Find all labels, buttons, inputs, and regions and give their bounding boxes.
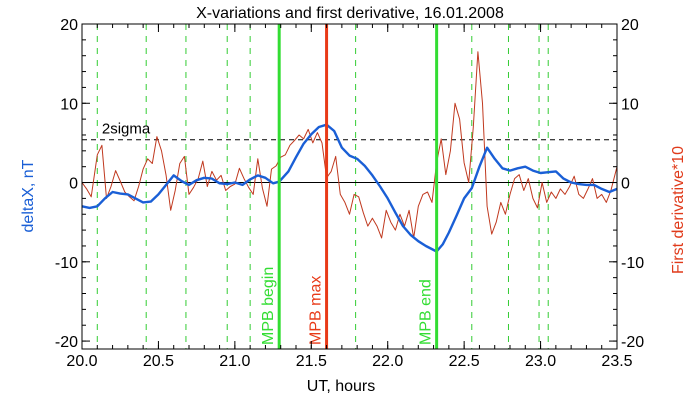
x-tick-label-1: 20.5: [143, 353, 174, 370]
y-tick-label-left-4: -20: [55, 334, 78, 351]
x-axis-label: UT, hours: [307, 378, 375, 395]
marker-label-mpb-begin: MPB begin: [260, 267, 277, 345]
x-tick-label-4: 22.0: [372, 353, 403, 370]
x-tick-label-5: 22.5: [449, 353, 480, 370]
sigma-label: 2sigma: [102, 121, 151, 138]
x-tick-label-3: 21.5: [296, 353, 327, 370]
x-tick-label-7: 23.5: [601, 353, 632, 370]
y-tick-label-right-4: -20: [621, 334, 644, 351]
plot-frame: [81, 23, 618, 350]
marker-label-mpb-end: MPB end: [418, 279, 435, 345]
series-derivative-line: [81, 51, 618, 239]
series-deltax-line: [81, 123, 618, 253]
marker-label-mpb-max: MPB max: [308, 276, 325, 345]
y-tick-label-left-3: -10: [55, 255, 78, 272]
y-tick-label-right-0: 20: [621, 17, 639, 34]
x-tick-label-2: 21.0: [219, 353, 250, 370]
x-tick-label-6: 23.0: [525, 353, 556, 370]
x-axis-ticks: 20.0 20.5 21.0 21.5 22.0 22.5 23.0 23.5: [66, 24, 633, 370]
chart-title: X-variations and first derivative, 16.01…: [196, 5, 504, 22]
mpb-markers: MPB begin MPB max MPB end: [260, 24, 439, 349]
y-tick-label-left-1: 10: [60, 96, 78, 113]
y-tick-label-right-3: -10: [621, 255, 644, 272]
y-tick-label-right-2: 0: [621, 176, 630, 193]
x-tick-label-0: 20.0: [66, 353, 97, 370]
sigma-group: 2sigma: [82, 121, 617, 141]
y-axis-right-ticks: 20 10 0 -10 -20: [609, 17, 644, 351]
y-tick-label-left-2: 0: [69, 176, 78, 193]
y-axis-right-label: First derivative*10: [670, 146, 687, 274]
y-tick-label-left-0: 20: [60, 17, 78, 34]
y-axis-left-label: deltaX, nT: [20, 159, 37, 232]
y-tick-label-right-1: 10: [621, 96, 639, 113]
y-axis-left-ticks: 20 10 0 -10 -20: [55, 17, 90, 351]
